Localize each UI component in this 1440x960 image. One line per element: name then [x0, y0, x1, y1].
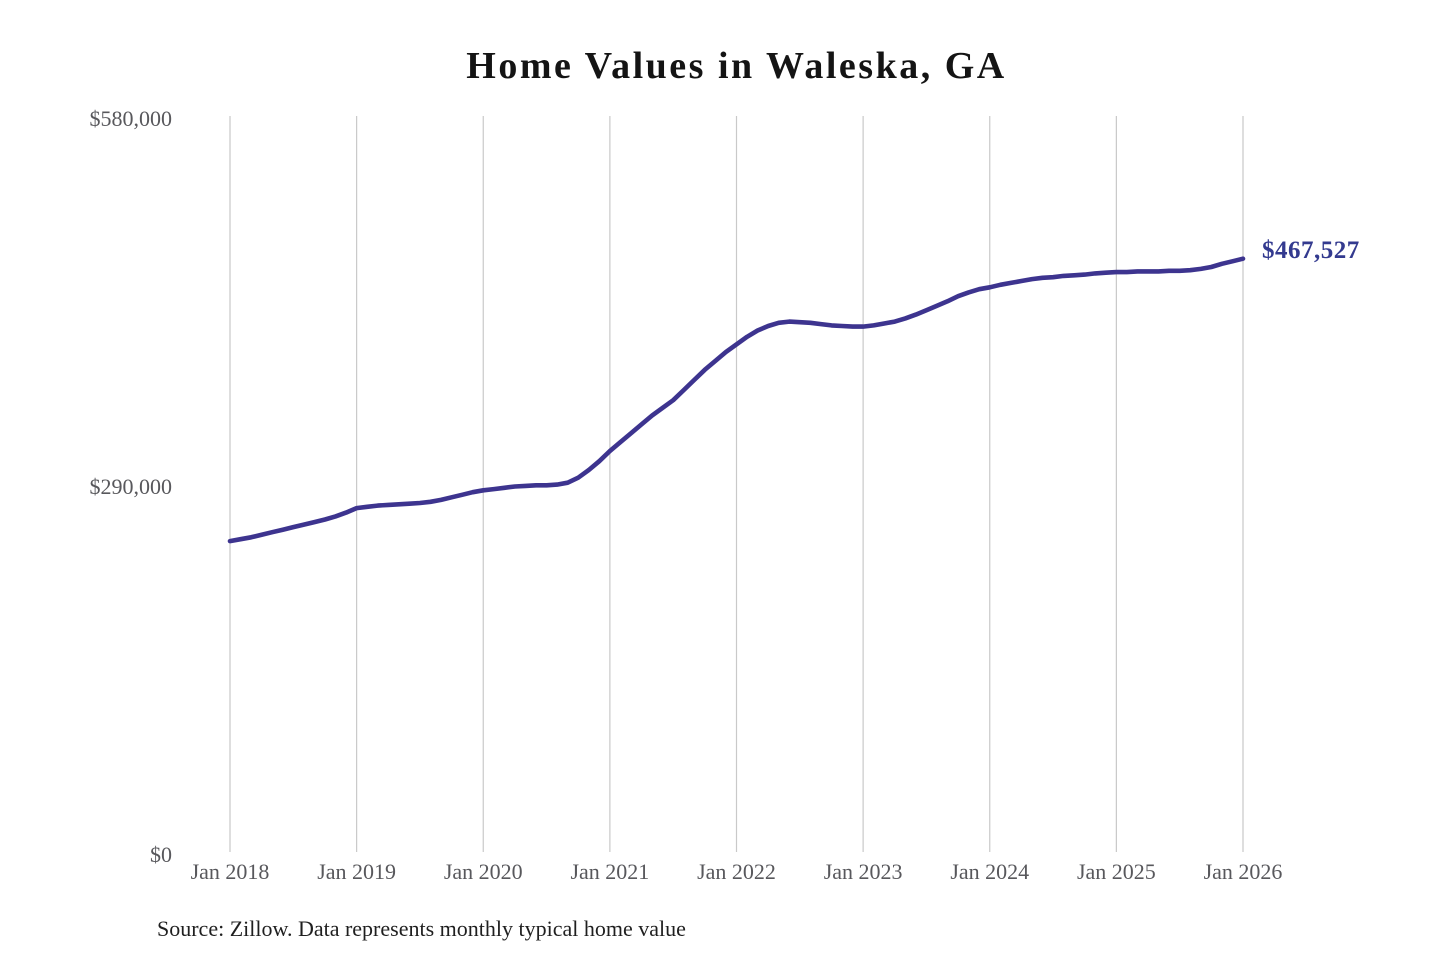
y-tick-label: $580,000	[89, 106, 173, 131]
x-tick-label: Jan 2020	[443, 859, 523, 884]
x-tick-label: Jan 2019	[317, 859, 397, 884]
x-tick-label: Jan 2021	[570, 859, 650, 884]
x-tick-label: Jan 2022	[697, 859, 776, 884]
x-tick-label: Jan 2023	[823, 859, 903, 884]
home-value-line	[227, 256, 1246, 544]
x-tick-label: Jan 2024	[950, 859, 1030, 884]
y-tick-label: $0	[150, 842, 172, 867]
chart-title: Home Values in Waleska, GA	[466, 45, 1007, 87]
gridlines	[229, 116, 1244, 852]
x-tick-label: Jan 2026	[1203, 859, 1283, 884]
x-tick-label: Jan 2018	[190, 859, 270, 884]
y-tick-label: $290,000	[89, 474, 173, 499]
source-note: Source: Zillow. Data represents monthly …	[157, 916, 686, 941]
latest-value-label: $467,527	[1262, 237, 1360, 264]
x-tick-label: Jan 2025	[1076, 859, 1156, 884]
